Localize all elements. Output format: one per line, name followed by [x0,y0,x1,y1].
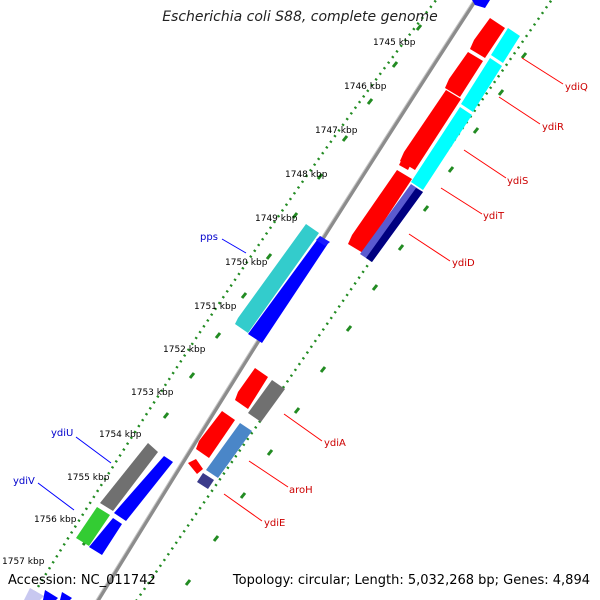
tick-label: 1756 kbp [34,515,77,525]
tick-label: 1748 kbp [285,170,328,180]
leader-aroH [248,460,289,488]
feature-bottom-blue-2[interactable] [60,592,72,600]
leader-ydiQ [521,57,564,85]
feature-navy-ydiD[interactable] [366,188,423,262]
tick-label: 1749 kbp [255,214,298,224]
outer-tick-ring [28,0,438,600]
feature-ydiA-gray[interactable] [248,380,285,422]
gene-label-ydiV[interactable]: ydiV [13,476,35,487]
feature-top-blue[interactable] [472,0,490,8]
gene-label-ydiT[interactable]: ydiT [483,211,505,222]
gene-label-ydiA[interactable]: ydiA [324,438,346,449]
genome-summary-text: Topology: circular; Length: 5,032,268 bp… [232,573,590,588]
feature-pps-teal[interactable] [235,224,319,333]
tick-label: 1745 kbp [373,38,416,48]
gene-label-pps[interactable]: pps [200,232,218,243]
tick-label: 1751 kbp [194,302,237,312]
label-leaders [37,57,564,522]
feature-cyan-1[interactable] [491,28,520,63]
feature-pps-blue[interactable] [248,236,329,343]
tick-label: 1746 kbp [344,82,387,92]
accession-text: Accession: NC_011742 [8,573,156,588]
leader-ydiA [283,413,323,442]
feature-bottom-blue-1[interactable] [43,590,58,600]
tick-label: 1757 kbp [2,557,45,567]
leader-pps [221,238,247,254]
tick-label: 1754 kbp [99,430,142,440]
feature-ydiE-navy[interactable] [197,473,214,489]
leader-ydiR [498,96,541,125]
feature-ydiU-gray[interactable] [100,443,158,511]
tick-label: 1750 kbp [225,258,268,268]
feature-cyan-3[interactable] [411,107,472,190]
gene-label-ydiE[interactable]: ydiE [264,518,285,529]
gene-label-ydiU[interactable]: ydiU [51,428,73,439]
feature-cyan-2[interactable] [461,58,502,112]
feature-ydiV-green[interactable] [76,507,110,546]
gene-label-aroH[interactable]: aroH [289,485,313,496]
feature-ydiU-blue[interactable] [114,456,173,521]
leader-ydiU [75,436,112,464]
kbp-labels: 1745 kbp 1746 kbp 1747 kbp 1748 kbp 1749… [2,38,416,567]
feature-ydiV-blue[interactable] [89,518,122,555]
map-title: Escherichia coli S88, complete genome [162,9,438,25]
feature-red-long[interactable] [400,90,461,170]
tick-label: 1755 kbp [67,473,110,483]
feature-red-forward[interactable] [445,52,483,97]
feature-ydiQ-red[interactable] [470,18,505,58]
feature-red-tiny[interactable] [188,459,203,474]
inner-tick-ring [135,0,554,600]
gene-label-ydiR[interactable]: ydiR [542,122,564,133]
gene-label-ydiQ[interactable]: ydiQ [565,82,588,93]
tick-label: 1747 kbp [315,126,358,136]
feature-red-ydiT[interactable] [348,170,412,253]
feature-aroH-red[interactable] [196,411,235,458]
feature-ydiA-red[interactable] [235,368,268,409]
feature-aroH-steel[interactable] [206,423,252,478]
feature-pps-arrow[interactable] [316,236,330,246]
tick-label: 1753 kbp [131,388,174,398]
leader-ydiS [463,149,507,179]
gene-label-ydiS[interactable]: ydiS [507,176,528,187]
feature-red-small[interactable] [399,155,413,170]
tick-label: 1752 kbp [163,345,206,355]
leader-ydiV [37,482,75,511]
leader-ydiD [408,233,451,262]
feature-bottom-pale[interactable] [24,588,44,600]
leader-ydiT [440,187,483,215]
leader-ydiE [223,493,263,522]
gene-label-ydiD[interactable]: ydiD [452,258,475,269]
